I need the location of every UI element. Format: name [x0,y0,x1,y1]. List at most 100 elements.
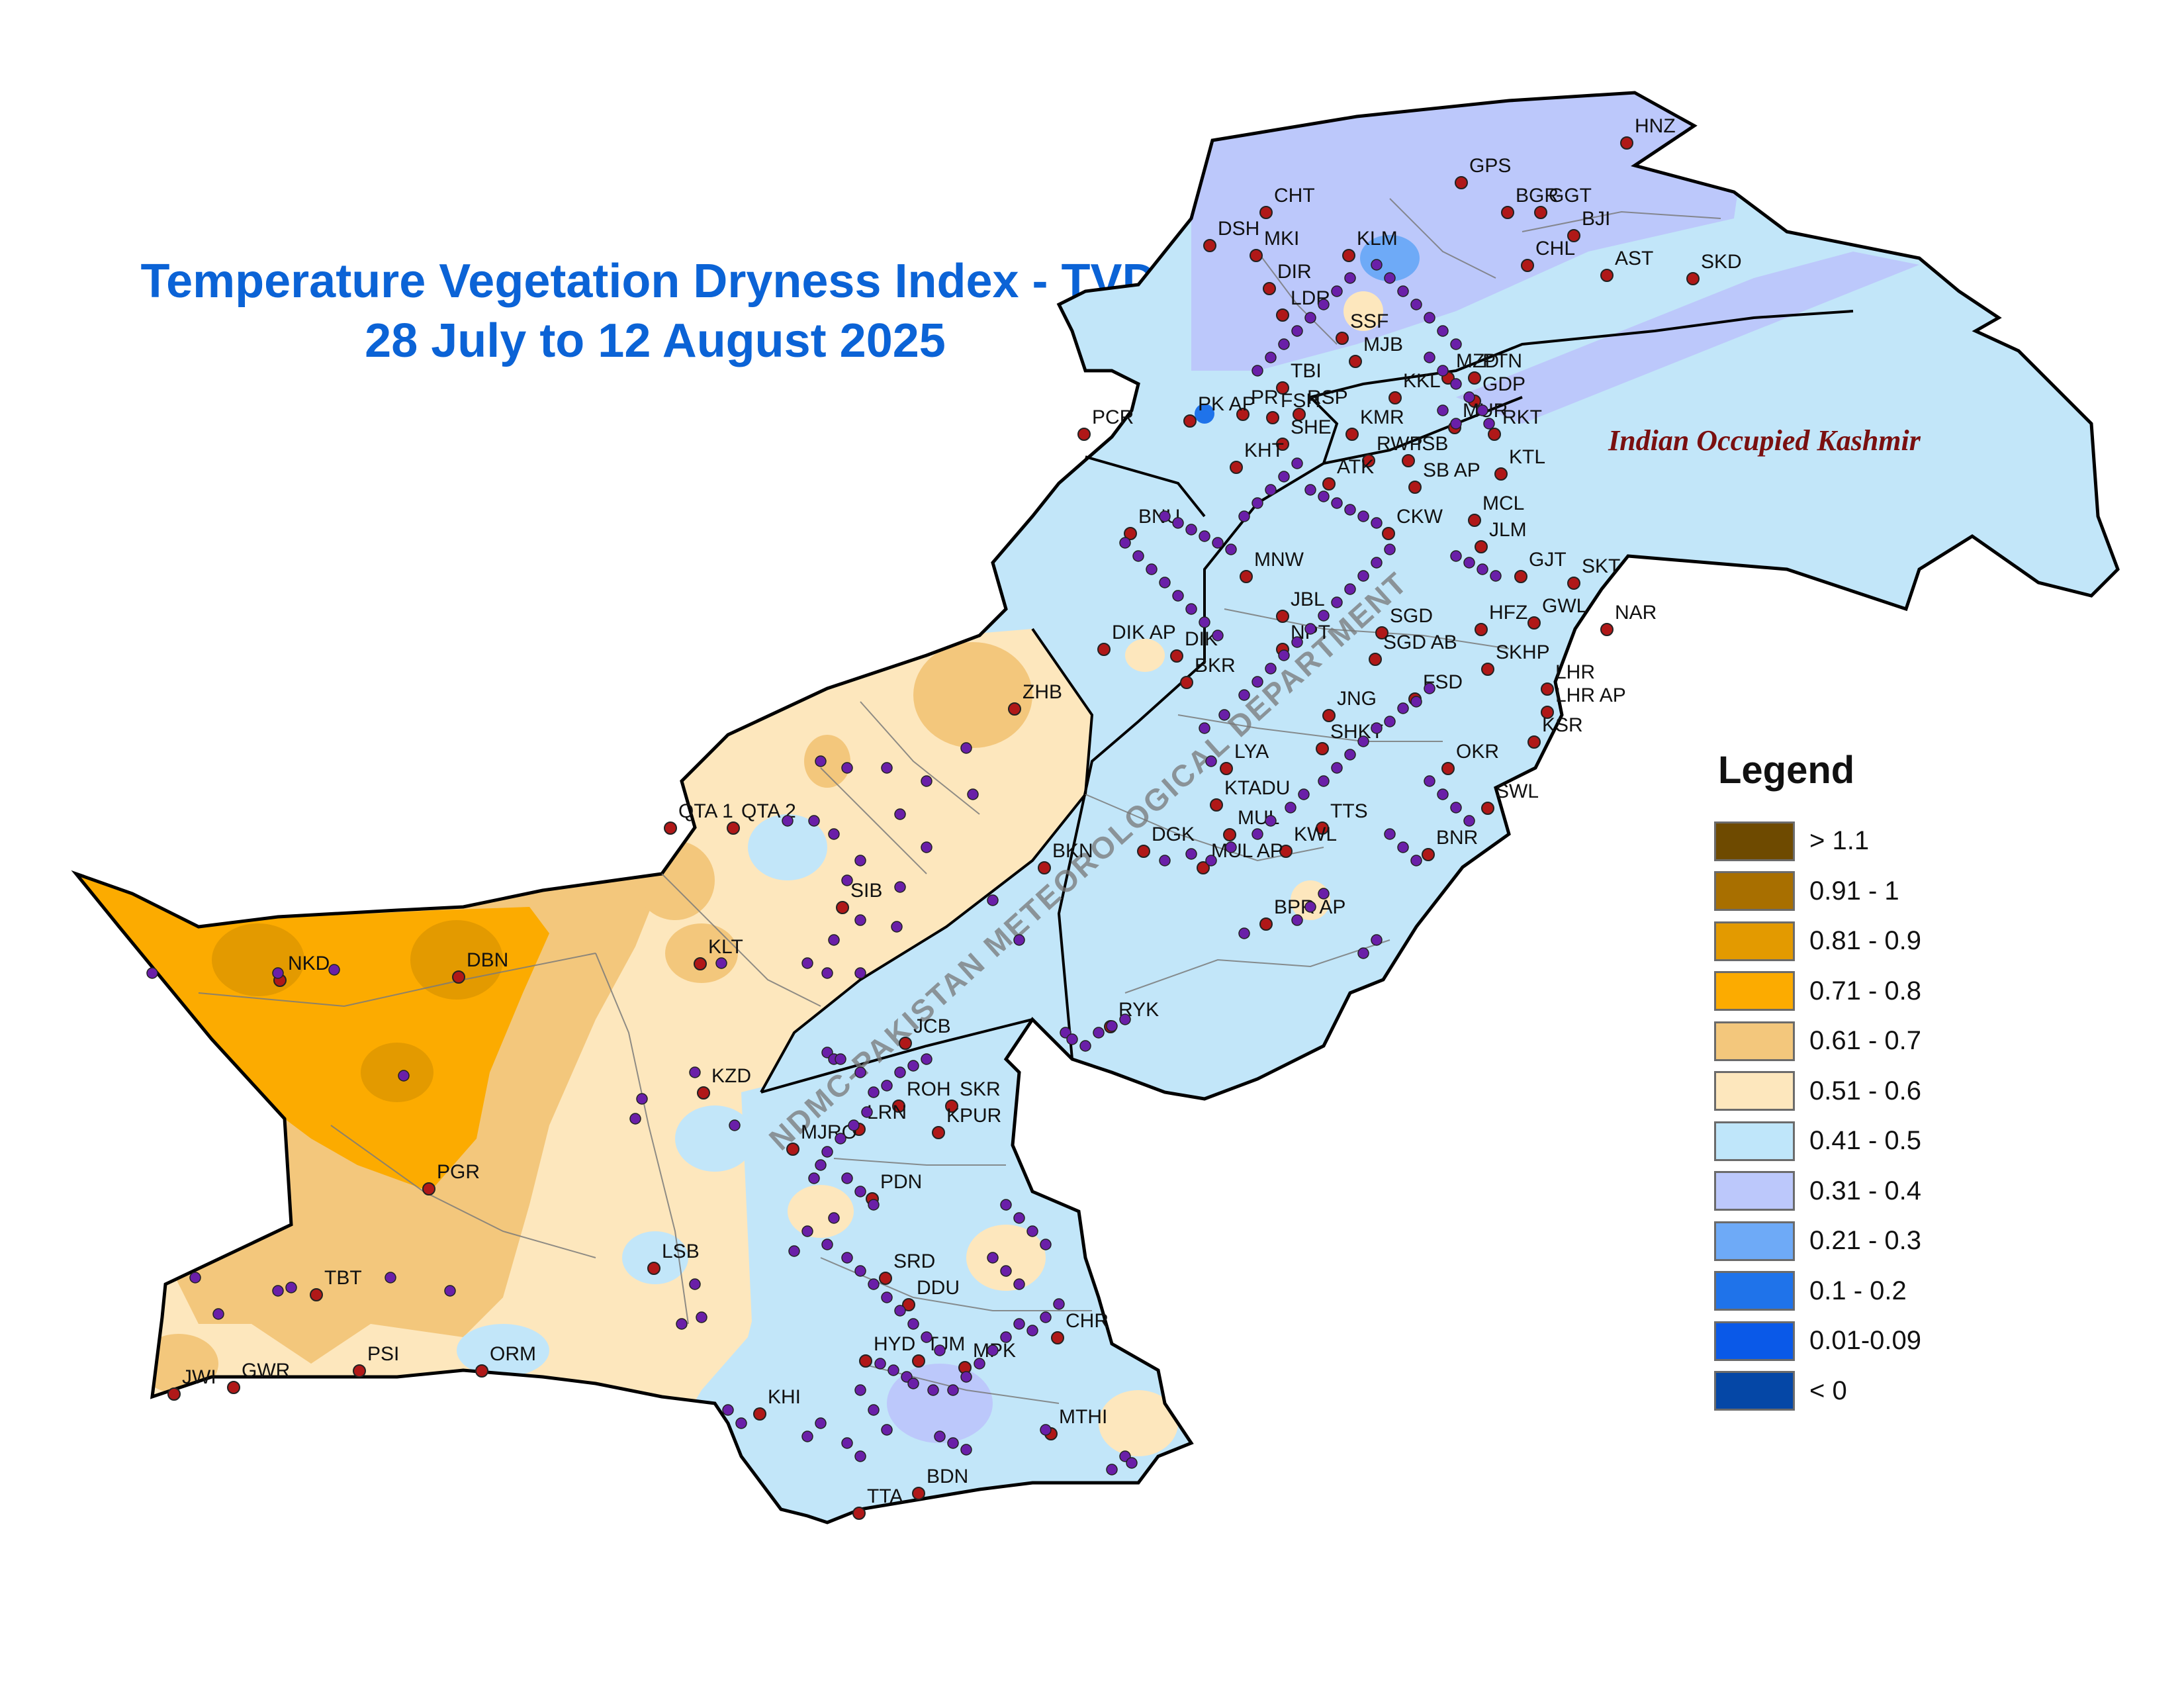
station-label: SSF [1350,310,1388,332]
observation-dot [1371,934,1383,946]
station-label: SB AP [1423,459,1480,481]
legend-row: < 0 [1714,1366,1992,1417]
observation-dot [1225,543,1237,555]
station-marker [1259,206,1273,219]
station-label: HNZ [1635,115,1676,137]
station-label: BGR [1516,185,1559,207]
observation-dot [1437,404,1449,416]
station-label: MJB [1363,334,1403,355]
station-label: PTN [1482,350,1522,372]
legend-label: 0.81 - 0.9 [1809,926,1922,956]
station-marker [1620,136,1633,150]
observation-dot [1371,517,1383,529]
station-label: ATK [1337,456,1374,478]
observation-dot [815,1159,827,1171]
observation-dot [285,1282,297,1293]
station-marker [1322,477,1336,491]
station-label: KPUR [946,1105,1001,1127]
observation-dot [272,967,284,979]
station-marker [1567,577,1580,590]
station-marker [647,1262,660,1275]
observation-dot [821,1239,833,1250]
observation-dot [735,1417,747,1429]
observation-dot [894,1305,906,1317]
legend-row: > 1.1 [1714,816,1992,867]
observation-dot [854,855,866,867]
observation-dot [1344,583,1356,595]
observation-dot [1463,815,1475,827]
observation-dot [729,1119,741,1131]
observation-dot [967,788,979,800]
station-marker [1541,682,1554,696]
station-marker [1322,709,1336,722]
station-label: ISB [1416,433,1448,455]
legend-label: 0.31 - 0.4 [1809,1176,1922,1205]
observation-dot [189,1272,201,1284]
observation-dot [881,1424,893,1436]
observation-dot [1251,497,1263,509]
observation-dot [868,1404,880,1416]
station-label: NKD [288,953,330,974]
station-label: PR [1251,387,1279,408]
observation-dot [1251,365,1263,377]
observation-dot [1185,524,1197,536]
station-marker [1124,527,1137,540]
observation-dot [1424,775,1435,787]
station-label: MCL [1482,492,1524,514]
legend-label: 0.1 - 0.2 [1809,1276,1907,1305]
station-marker [1077,428,1091,441]
observation-dot [854,1066,866,1078]
station-marker [1455,176,1468,189]
station-label: CHT [1274,185,1315,207]
legend-swatch [1714,821,1795,861]
observation-dot [1238,510,1250,522]
observation-dot [1053,1298,1065,1310]
station-label: KHI [768,1386,801,1408]
legend-row: 0.31 - 0.4 [1714,1166,1992,1217]
observation-dot [894,808,906,820]
observation-dot [1477,404,1488,416]
station-marker [475,1364,488,1378]
observation-dot [907,1378,919,1389]
legend-swatch [1714,1371,1795,1411]
observation-dot [921,841,933,853]
station-marker [167,1387,181,1401]
region-label: Indian Occupied Kashmir [1608,424,1921,457]
station-label: DIR [1277,261,1312,283]
legend-swatch [1714,971,1795,1011]
observation-dot [841,1252,853,1264]
station-marker [1375,626,1388,639]
observation-dot [1331,596,1343,608]
observation-dot [1013,934,1025,946]
observation-dot [1384,543,1396,555]
observation-dot [629,1113,641,1125]
station-label: PCR [1092,406,1134,428]
map-title: Temperature Vegetation Dryness Index - T… [93,252,1218,371]
legend-label: 0.01-0.09 [1809,1326,1922,1356]
observation-dot [891,921,903,933]
station-label: JBL [1291,588,1325,610]
station-marker [1422,848,1435,861]
observation-dot [887,1364,899,1376]
observation-dot [921,775,933,787]
observation-dot [676,1318,688,1330]
station-marker [1316,821,1329,835]
observation-dot [1331,762,1343,774]
observation-dot [1172,590,1184,602]
legend-row: 0.01-0.09 [1714,1316,1992,1366]
map-title-line-2: 28 July to 12 August 2025 [365,314,946,367]
observation-dot [1450,418,1462,430]
station-label: QTA 1 [678,800,733,822]
observation-dot [1437,325,1449,337]
observation-dot [868,1086,880,1098]
station-marker [1259,917,1273,931]
observation-dot [1357,570,1369,582]
station-label: MUL AP [1211,840,1283,862]
station-label: TBT [324,1267,362,1289]
observation-dot [1477,563,1488,575]
station-marker [1279,845,1293,858]
observation-dot [808,815,820,827]
station-label: GGT [1549,185,1592,207]
observation-dot [1146,563,1158,575]
